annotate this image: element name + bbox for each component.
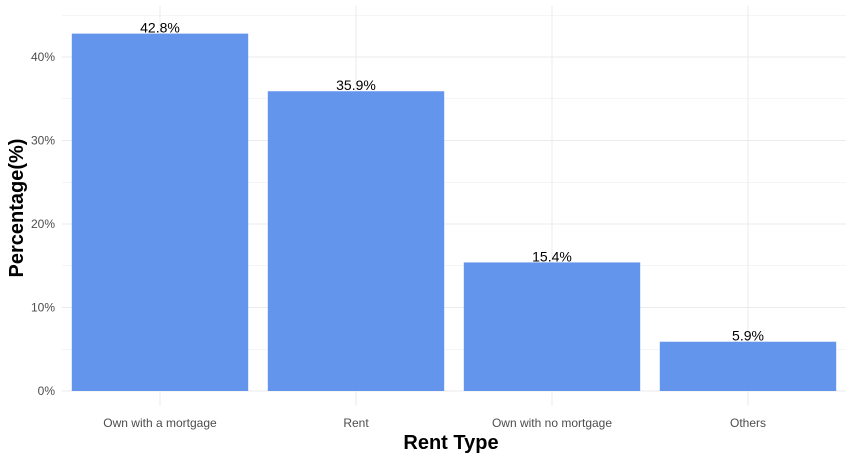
x-axis-title: Rent Type [403, 432, 498, 454]
bar [659, 341, 837, 391]
y-tick-label: 40% [31, 50, 55, 64]
bar [267, 91, 445, 392]
x-axis-ticks: Own with a mortgage Rent Own with no mortg… [103, 416, 766, 430]
bar-value-label: 35.9% [336, 77, 376, 93]
y-axis-title: Percentage(%) [6, 139, 28, 278]
bar [71, 33, 249, 392]
bars [71, 33, 837, 392]
y-tick-label: 0% [38, 384, 56, 398]
x-tick-label: Own with a mortgage [103, 416, 217, 430]
x-tick-label: Rent [343, 416, 369, 430]
y-tick-label: 10% [31, 301, 55, 315]
bar-value-label: 15.4% [532, 248, 572, 264]
y-axis-ticks: 0% 10% 20% 30% 40% [31, 50, 55, 398]
x-tick-label: Others [730, 416, 766, 430]
bar-value-label: 5.9% [732, 328, 764, 344]
bar [463, 262, 641, 391]
data-labels: 42.8% 35.9% 15.4% 5.9% [140, 20, 764, 344]
x-tick-label: Own with no mortgage [492, 416, 612, 430]
bar-value-label: 42.8% [140, 20, 180, 36]
y-tick-label: 30% [31, 134, 55, 148]
y-tick-label: 20% [31, 217, 55, 231]
